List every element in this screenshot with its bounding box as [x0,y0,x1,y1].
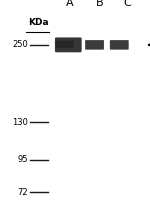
Text: 95: 95 [18,155,28,164]
FancyBboxPatch shape [55,37,82,52]
FancyBboxPatch shape [110,40,129,50]
Text: 72: 72 [18,188,28,197]
Text: C: C [123,0,131,8]
Text: B: B [96,0,103,8]
Text: 250: 250 [12,40,28,49]
FancyBboxPatch shape [56,41,74,48]
Text: KDa: KDa [28,18,48,27]
Text: 130: 130 [12,118,28,127]
FancyBboxPatch shape [85,40,104,50]
Text: A: A [66,0,74,8]
